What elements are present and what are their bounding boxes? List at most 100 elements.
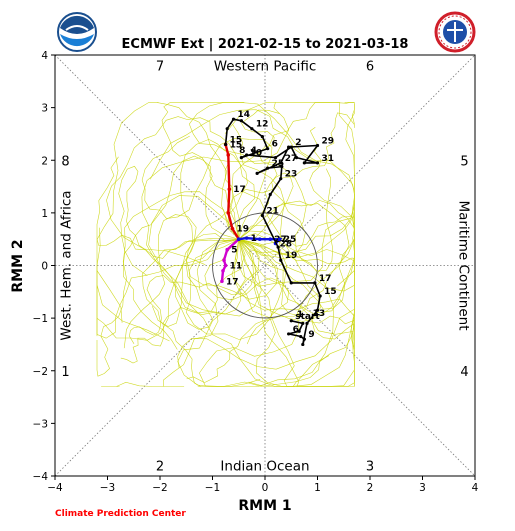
ensemble-member-line — [177, 239, 355, 387]
forecast-mean-point — [230, 226, 235, 231]
forecast-mean-point — [236, 237, 241, 241]
x-tick-label: −4 — [47, 482, 63, 494]
ensemble-member-line — [106, 116, 255, 265]
forecast-mean-point — [221, 268, 225, 273]
ensemble-member-line — [96, 227, 239, 339]
plot-area: 151719511171272528start69151719212325272… — [33, 50, 479, 494]
ensemble-members — [96, 102, 355, 387]
observed-point — [225, 127, 229, 131]
x-tick-label: 2 — [367, 482, 374, 494]
observed-point — [287, 332, 291, 336]
observed-day-label: 2 — [295, 138, 301, 148]
ensemble-member-line — [96, 102, 240, 323]
observed-point — [239, 156, 243, 160]
forecast-mean-point — [268, 237, 273, 241]
forecast-mean-point — [226, 153, 231, 157]
x-tick-label: 1 — [314, 482, 321, 494]
observed-day-label: 27 — [285, 154, 298, 164]
ensemble-member-line — [161, 102, 245, 240]
observed-day-label: 4 — [251, 146, 257, 156]
observed-point — [301, 321, 305, 325]
observed-point — [279, 258, 283, 262]
observed-point — [294, 156, 299, 160]
ensemble-member-line — [224, 102, 355, 292]
ensemble-member-line — [118, 165, 239, 277]
observed-point — [297, 329, 301, 333]
region-label-bottom: Indian Ocean — [220, 458, 309, 474]
ensemble-member-line — [174, 161, 239, 330]
observed-day-label: 15 — [324, 287, 337, 297]
observed-day-label: 31 — [322, 154, 335, 164]
observed-point — [315, 308, 320, 312]
ensemble-member-line — [120, 238, 260, 364]
observed-point — [231, 117, 236, 121]
x-tick-label: 3 — [419, 482, 426, 494]
observed-point — [273, 156, 278, 160]
observed-point — [301, 342, 305, 347]
forecast-day-label: 15 — [230, 140, 243, 150]
observed-point — [266, 147, 270, 151]
phase-label: 2 — [156, 459, 164, 474]
observed-day-label: 10 — [250, 149, 263, 159]
ensemble-member-line — [123, 214, 278, 349]
phase-label: 5 — [460, 154, 468, 169]
ensemble-member-line — [238, 178, 355, 317]
forecast-mean-point — [226, 211, 231, 215]
observed-day-label: 9 — [308, 330, 314, 340]
ensemble-member-line — [96, 191, 240, 377]
forecast-day-label: 5 — [231, 246, 237, 256]
phase-label: 8 — [61, 154, 69, 169]
observed-day-label: 6 — [293, 325, 299, 335]
observed-day-label: 21 — [266, 207, 279, 217]
x-tick-label: −3 — [100, 482, 115, 494]
ensemble-member-line — [96, 238, 239, 342]
national-weather-service-logo — [434, 11, 476, 53]
observed-day-label: 13 — [313, 309, 326, 319]
observed-day-label: 12 — [256, 120, 269, 130]
phase-label: 6 — [366, 60, 374, 75]
phase-label: 7 — [156, 60, 164, 75]
forecast-day-label: 25 — [284, 235, 297, 245]
y-axis-label: RMM 2 — [10, 239, 26, 292]
y-tick-label: −4 — [33, 471, 49, 483]
unit-circle — [212, 212, 318, 319]
forecast-day-label: 17 — [226, 277, 239, 287]
y-tick-label: 3 — [41, 103, 48, 115]
y-tick-label: 0 — [41, 261, 48, 273]
forecast-mean-point — [222, 258, 226, 263]
x-axis-label: RMM 1 — [238, 498, 291, 514]
observed-day-label: start — [295, 312, 320, 322]
noaa-logo — [57, 12, 97, 52]
phase-label: 4 — [460, 365, 468, 380]
x-tick-label: −2 — [152, 482, 167, 494]
observed-point — [315, 143, 320, 148]
ensemble-member-line — [229, 103, 355, 240]
observed-day-label: 1 — [297, 310, 303, 320]
observed-point — [260, 213, 264, 218]
observed-day-label: 17 — [319, 274, 332, 284]
phase-label: 3 — [366, 459, 374, 474]
observed-point — [289, 281, 293, 285]
forecast-day-label: 17 — [233, 185, 246, 195]
observed-point — [299, 334, 303, 339]
ensemble-member-line — [150, 109, 355, 287]
ensemble-member-line — [141, 135, 273, 240]
ensemble-member-line — [101, 238, 239, 387]
forecast-mean-point — [244, 236, 249, 240]
observed-day-label: 8 — [239, 146, 245, 156]
ensemble-member-line — [185, 124, 288, 340]
observed-point — [260, 134, 264, 139]
region-label-top: Western Pacific — [214, 59, 317, 75]
observed-point — [289, 319, 293, 323]
observed-point — [289, 145, 293, 149]
ensemble-member-line — [238, 239, 355, 387]
x-tick-label: −1 — [205, 482, 220, 494]
observed-point — [266, 166, 270, 170]
observed-point — [239, 119, 243, 123]
observed-point — [318, 294, 322, 298]
observed-point — [315, 161, 320, 165]
observed-day-label: 6 — [272, 140, 278, 150]
observed-point — [313, 281, 317, 285]
ensemble-member-line — [199, 202, 350, 387]
